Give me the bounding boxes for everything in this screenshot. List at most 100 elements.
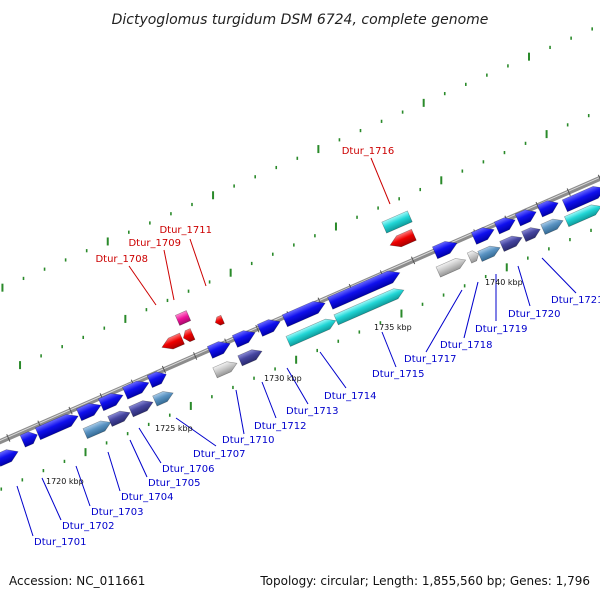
gene-label-dtur-1711[interactable]: Dtur_1711 — [159, 225, 212, 236]
cds-reverse-cyan[interactable] — [381, 210, 413, 234]
cds-steel[interactable] — [477, 243, 503, 262]
cds-forward[interactable] — [561, 182, 600, 213]
scale-label: 1740 kbp — [485, 278, 523, 287]
leader-line — [517, 265, 531, 307]
gene-label-dtur-1706[interactable]: Dtur_1706 — [162, 464, 215, 475]
scale-tick — [161, 365, 167, 374]
cds-cyan[interactable] — [285, 316, 338, 347]
leader-line — [75, 465, 91, 507]
gene-label-dtur-1719[interactable]: Dtur_1719 — [475, 324, 528, 335]
genome-summary-text: Topology: circular; Length: 1,855,560 bp… — [259, 574, 590, 588]
cds-forward[interactable] — [536, 197, 561, 218]
gene-label-dtur-1714[interactable]: Dtur_1714 — [324, 391, 377, 402]
gene-label-dtur-1716[interactable]: Dtur_1716 — [342, 146, 395, 157]
cds-dark[interactable] — [499, 233, 525, 252]
cds-forward[interactable] — [76, 399, 103, 422]
gene-label-dtur-1704[interactable]: Dtur_1704 — [121, 492, 174, 503]
cds-reverse[interactable] — [160, 332, 185, 353]
cds-dark[interactable] — [521, 224, 543, 243]
leader-line — [129, 439, 148, 478]
cds-forward[interactable] — [231, 327, 257, 348]
gene-label-dtur-1720[interactable]: Dtur_1720 — [508, 309, 561, 320]
gene-features — [0, 182, 600, 467]
gene-label-dtur-1701[interactable]: Dtur_1701 — [34, 537, 87, 548]
leader-line — [16, 485, 34, 537]
cds-forward[interactable] — [19, 429, 40, 448]
cds-reverse[interactable] — [388, 228, 417, 250]
gene-label-dtur-1713[interactable]: Dtur_1713 — [286, 406, 339, 417]
leader-line — [128, 265, 157, 306]
scale-tick — [193, 352, 198, 360]
cds-forward[interactable] — [146, 368, 169, 388]
leader-line — [286, 367, 309, 405]
gene-label-dtur-1705[interactable]: Dtur_1705 — [148, 478, 201, 489]
gene-label-dtur-1717[interactable]: Dtur_1717 — [404, 354, 457, 365]
map-title: Dictyoglomus turgidum DSM 6724, complete… — [112, 12, 489, 28]
gene-label-dtur-1708[interactable]: Dtur_1708 — [95, 254, 148, 265]
leader-line — [189, 238, 207, 287]
cds-forward[interactable] — [327, 267, 403, 310]
gene-label-dtur-1702[interactable]: Dtur_1702 — [62, 521, 115, 532]
cds-forward[interactable] — [432, 237, 459, 260]
scale-tick — [6, 434, 11, 442]
cds-dark[interactable] — [237, 346, 264, 367]
scale-label: 1735 kbp — [374, 323, 412, 332]
scale-label: 1720 kbp — [46, 477, 84, 486]
leader-line — [107, 451, 121, 492]
leader-line — [381, 331, 397, 368]
scale-labels: 1720 kbp 1725 kbp 1730 kbp 1735 kbp 1740 kbp — [46, 278, 523, 486]
scale-label: 1725 kbp — [155, 424, 193, 433]
scale-tick — [411, 256, 416, 265]
cds-grey[interactable] — [435, 255, 468, 278]
cds-reverse[interactable] — [181, 328, 196, 343]
cds-steel[interactable] — [540, 216, 566, 235]
leader-line — [541, 257, 577, 294]
leader-line — [319, 351, 347, 389]
accession-text: Accession: NC_011661 — [9, 574, 145, 588]
cds-forward[interactable] — [122, 377, 151, 400]
cds-forward[interactable] — [281, 297, 328, 328]
cds-reverse[interactable] — [214, 314, 225, 326]
cds-grey[interactable] — [466, 249, 481, 264]
gene-labels: Dtur_1701 Dtur_1702 Dtur_1703 Dtur_1704 Dtur… — [34, 146, 600, 548]
scale-label: 1730 kbp — [264, 374, 302, 383]
cds-forward[interactable] — [98, 389, 125, 412]
leader-lines — [16, 157, 577, 537]
gene-label-dtur-1718[interactable]: Dtur_1718 — [440, 340, 493, 351]
leader-line — [41, 477, 62, 521]
cds-forward[interactable] — [34, 410, 81, 441]
cds-grey[interactable] — [212, 358, 239, 379]
scale-tick — [566, 188, 571, 196]
leader-line — [261, 381, 277, 419]
gene-label-dtur-1715[interactable]: Dtur_1715 — [372, 369, 425, 380]
cds-cyan[interactable] — [333, 285, 406, 326]
gene-label-dtur-1707[interactable]: Dtur_1707 — [193, 449, 246, 460]
gene-label-dtur-1721[interactable]: Dtur_1721 — [551, 295, 600, 306]
gene-label-dtur-1703[interactable]: Dtur_1703 — [91, 507, 144, 518]
cds-forward[interactable] — [256, 316, 282, 337]
cds-reverse-magenta[interactable] — [174, 310, 192, 326]
cds-cyan[interactable] — [563, 201, 600, 228]
cds-steel[interactable] — [152, 388, 176, 407]
leader-line — [463, 281, 479, 339]
leader-line — [425, 289, 463, 353]
gene-label-dtur-1712[interactable]: Dtur_1712 — [254, 421, 307, 432]
cds-forward[interactable] — [514, 206, 539, 227]
scale-tick — [68, 406, 73, 415]
scale-tick — [255, 324, 260, 333]
tick-dots — [0, 27, 593, 491]
cds-forward[interactable] — [206, 338, 232, 359]
leader-line — [138, 427, 162, 464]
gene-label-dtur-1709[interactable]: Dtur_1709 — [128, 238, 181, 249]
cds-steel[interactable] — [82, 417, 113, 440]
cds-forward[interactable] — [0, 446, 21, 467]
leader-line — [163, 249, 175, 301]
gene-label-dtur-1710[interactable]: Dtur_1710 — [222, 435, 275, 446]
cds-dark[interactable] — [128, 397, 155, 418]
leader-line — [370, 157, 391, 205]
cds-forward[interactable] — [470, 224, 496, 245]
cds-forward[interactable] — [493, 214, 518, 235]
cds-dark[interactable] — [107, 408, 133, 427]
leader-line — [175, 417, 217, 447]
